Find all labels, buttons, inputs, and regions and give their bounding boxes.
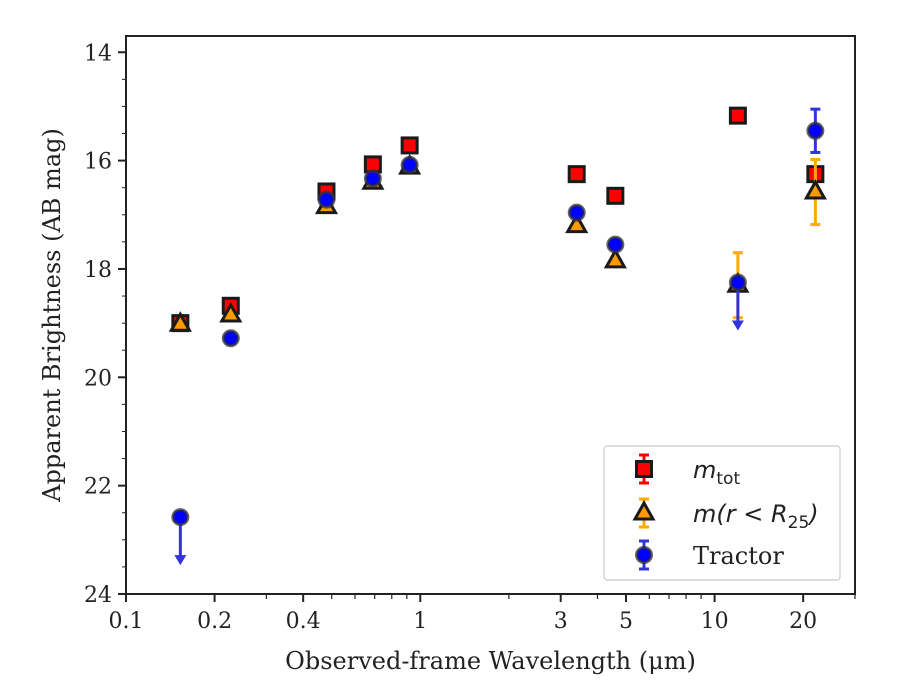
- data-point: [363, 169, 382, 188]
- legend: mtot m(r < R25) Tractor: [603, 445, 841, 581]
- data-point: [567, 203, 586, 222]
- legend-label: m(r < R25): [693, 500, 819, 533]
- legend-marker: [632, 499, 656, 521]
- data-point: [728, 106, 747, 125]
- data-point: [603, 247, 627, 269]
- upper-limit-arrowhead: [174, 555, 187, 566]
- data-point: [400, 136, 419, 155]
- data-point: [171, 508, 190, 527]
- y-tick-label: 16: [84, 150, 112, 175]
- data-point: [219, 301, 243, 323]
- x-tick-label: 3: [554, 609, 568, 634]
- marks-layer: [168, 106, 827, 566]
- data-point: [567, 165, 586, 184]
- x-tick-label: 1: [413, 609, 427, 634]
- data-point: [565, 212, 589, 234]
- data-point: [803, 178, 827, 200]
- legend-label: Tractor: [693, 542, 784, 570]
- upper-limit-arrowhead: [731, 320, 744, 331]
- legend-marker: [635, 460, 653, 478]
- data-point: [606, 186, 625, 205]
- data-point: [606, 235, 625, 254]
- data-point: [317, 190, 336, 209]
- plot-frame: [125, 35, 856, 595]
- x-tick-label: 20: [789, 609, 817, 634]
- y-tick-label: 24: [84, 583, 112, 608]
- series-square: [171, 106, 825, 333]
- series-circle: [171, 107, 825, 566]
- x-tick-label: 5: [619, 609, 633, 634]
- ticks-layer: 0.1 0.2 0.4 1 3 5 10 20 14 16 18 20 22 24: [84, 41, 856, 634]
- data-point: [728, 273, 747, 292]
- y-tick-label: 18: [84, 258, 112, 283]
- legend-marker: [635, 546, 653, 564]
- data-point: [221, 329, 240, 348]
- y-tick-label: 22: [84, 475, 112, 500]
- x-tick-label: 0.2: [197, 609, 232, 634]
- y-tick-label: 14: [84, 41, 112, 66]
- legend-box: [603, 445, 841, 581]
- series-triangle: [168, 154, 827, 332]
- data-point: [400, 155, 419, 174]
- data-point: [168, 311, 192, 332]
- y-axis-label: Apparent Brightness (AB mag): [38, 128, 66, 503]
- data-point: [806, 121, 825, 140]
- x-tick-label: 10: [701, 609, 729, 634]
- x-tick-label: 0.4: [286, 609, 321, 634]
- x-axis-label: Observed-frame Wavelength (μm): [285, 647, 696, 675]
- y-tick-label: 20: [84, 366, 112, 391]
- x-tick-label: 0.1: [109, 609, 144, 634]
- legend-label: mtot: [693, 456, 740, 489]
